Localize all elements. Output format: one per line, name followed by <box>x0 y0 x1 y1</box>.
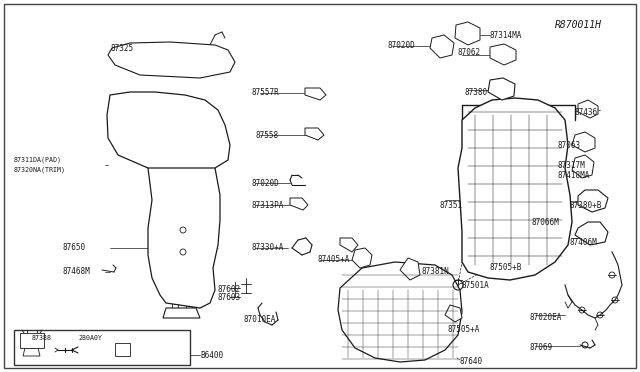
Text: 280A0Y: 280A0Y <box>78 335 102 341</box>
Polygon shape <box>305 128 324 140</box>
Polygon shape <box>400 258 420 280</box>
Polygon shape <box>115 343 130 356</box>
Polygon shape <box>575 222 608 245</box>
Polygon shape <box>488 78 515 100</box>
Polygon shape <box>572 132 595 152</box>
Text: 87501A: 87501A <box>462 280 490 289</box>
Polygon shape <box>290 198 308 210</box>
Text: 87351: 87351 <box>440 201 463 209</box>
Text: 87020D: 87020D <box>388 41 416 49</box>
Text: 87603: 87603 <box>218 294 241 302</box>
Text: 87314MA: 87314MA <box>490 31 522 39</box>
Text: 87650: 87650 <box>62 244 85 253</box>
Polygon shape <box>338 262 462 362</box>
Text: 87505+A: 87505+A <box>448 326 481 334</box>
Polygon shape <box>163 308 200 318</box>
Text: 87062: 87062 <box>458 48 481 57</box>
Text: 87010EA: 87010EA <box>243 315 275 324</box>
Text: 87020D: 87020D <box>252 179 280 187</box>
Text: 87069: 87069 <box>530 343 553 353</box>
Text: 87388: 87388 <box>32 335 52 341</box>
Text: 87317M: 87317M <box>558 160 586 170</box>
Text: R870011H: R870011H <box>555 20 602 30</box>
Polygon shape <box>305 88 326 100</box>
Text: 87313PA: 87313PA <box>252 201 284 209</box>
Polygon shape <box>455 22 480 45</box>
Text: 87381N: 87381N <box>422 267 450 276</box>
Text: 87066M: 87066M <box>532 218 560 227</box>
Polygon shape <box>14 330 190 365</box>
Polygon shape <box>20 333 44 348</box>
Polygon shape <box>107 92 230 168</box>
Text: 87436: 87436 <box>575 108 598 116</box>
Text: 87020EA: 87020EA <box>530 314 563 323</box>
Text: 87311DA(PAD): 87311DA(PAD) <box>14 157 62 163</box>
Text: 87640: 87640 <box>460 357 483 366</box>
Text: 87380+B: 87380+B <box>570 201 602 209</box>
Polygon shape <box>445 305 462 322</box>
Text: 87380: 87380 <box>465 87 488 96</box>
Polygon shape <box>340 238 358 252</box>
Polygon shape <box>458 98 572 280</box>
Polygon shape <box>23 348 40 356</box>
Polygon shape <box>578 100 598 118</box>
Text: 87320NA(TRIM): 87320NA(TRIM) <box>14 167 66 173</box>
Polygon shape <box>500 260 518 275</box>
Text: 87557R: 87557R <box>252 87 280 96</box>
Polygon shape <box>490 44 516 65</box>
Polygon shape <box>430 35 454 58</box>
Text: 87330+A: 87330+A <box>252 244 284 253</box>
Polygon shape <box>108 42 235 78</box>
Text: 87418MA: 87418MA <box>558 170 590 180</box>
Text: 87602: 87602 <box>218 285 241 295</box>
Text: 87468M: 87468M <box>62 267 90 276</box>
Text: 87063: 87063 <box>558 141 581 150</box>
Text: 87405+A: 87405+A <box>318 256 350 264</box>
Text: B6400: B6400 <box>200 350 223 359</box>
Text: 87558: 87558 <box>255 131 278 140</box>
Polygon shape <box>572 155 594 178</box>
Polygon shape <box>352 248 372 268</box>
Text: 87505+B: 87505+B <box>490 263 522 273</box>
Text: 87325: 87325 <box>110 44 133 52</box>
Text: 87406M: 87406M <box>570 237 598 247</box>
Polygon shape <box>578 190 608 212</box>
Polygon shape <box>148 146 220 308</box>
